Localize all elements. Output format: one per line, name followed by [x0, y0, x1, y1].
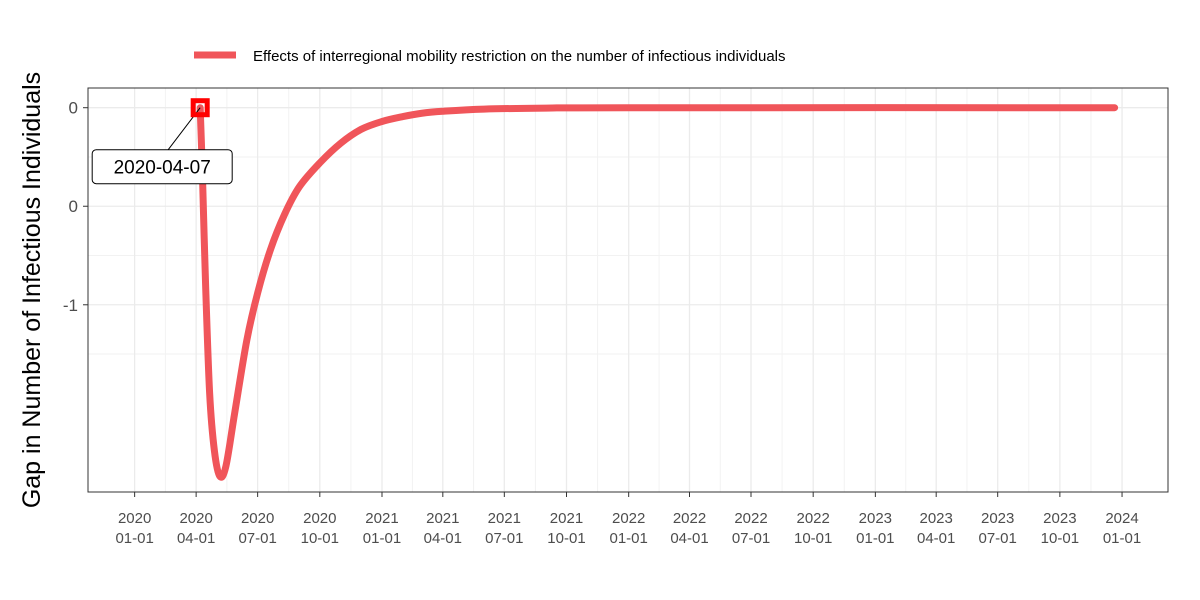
x-tick-label-date: 10-01 — [1041, 530, 1079, 547]
series-line — [196, 104, 1119, 481]
y-tick-label: 0 — [69, 99, 78, 118]
x-axis: 2020 01-01 2020 04-01 2020 07-01 2020 10-01 2021… — [115, 492, 1141, 547]
x-tick-label-year: 2023 — [981, 510, 1014, 527]
annotation: 2020-04-07 — [91, 98, 233, 185]
x-tick-label-date: 10-01 — [794, 530, 832, 547]
legend: Effects of interregional mobility restri… — [194, 48, 786, 65]
x-tick-label-year: 2023 — [1043, 510, 1076, 527]
x-tick-label-date: 07-01 — [485, 530, 523, 547]
x-tick-label-date: 07-01 — [238, 530, 276, 547]
x-tick-label-year: 2021 — [426, 510, 459, 527]
annotation-label-box — [91, 149, 233, 185]
x-tick-label-date: 04-01 — [670, 530, 708, 547]
x-tick-label-year: 2020 — [303, 510, 336, 527]
x-tick-label-year: 2022 — [796, 510, 829, 527]
x-tick-label-date: 07-01 — [732, 530, 770, 547]
x-tick-label-date: 01-01 — [1103, 530, 1141, 547]
grid — [88, 88, 1168, 492]
x-tick-label-year: 2021 — [550, 510, 583, 527]
x-tick-label-date: 07-01 — [978, 530, 1016, 547]
x-tick-label-date: 04-01 — [177, 530, 215, 547]
x-tick-label-date: 01-01 — [856, 530, 894, 547]
legend-entry: Effects of interregional mobility restri… — [253, 48, 786, 65]
x-tick-label-year: 2020 — [241, 510, 274, 527]
x-tick-label-year: 2024 — [1105, 510, 1138, 527]
x-tick-label-date: 10-01 — [547, 530, 585, 547]
y-tick-label: 0 — [69, 197, 78, 216]
plot-panel-border — [87, 87, 1169, 493]
x-tick-label-date: 01-01 — [115, 530, 153, 547]
x-tick-label-year: 2021 — [488, 510, 521, 527]
x-tick-label-year: 2021 — [365, 510, 398, 527]
x-tick-label-date: 01-01 — [363, 530, 401, 547]
x-tick-label-year: 2023 — [859, 510, 892, 527]
x-tick-label-year: 2022 — [673, 510, 706, 527]
annotation-label: 2020-04-07 — [114, 158, 211, 179]
y-axis-label: Gap in Number of Infectious Individuals — [18, 72, 46, 508]
x-tick-label-year: 2023 — [919, 510, 952, 527]
x-tick-label-date: 01-01 — [609, 530, 647, 547]
x-tick-label-date: 04-01 — [424, 530, 462, 547]
x-tick-label-year: 2022 — [612, 510, 645, 527]
x-tick-label-year: 2022 — [734, 510, 767, 527]
x-tick-label-year: 2020 — [179, 510, 212, 527]
x-tick-label-year: 2020 — [118, 510, 151, 527]
annotation-marker — [190, 98, 210, 118]
y-axis: 0 0 -1 — [63, 99, 88, 315]
x-tick-label-date: 10-01 — [301, 530, 339, 547]
x-tick-label-date: 04-01 — [917, 530, 955, 547]
y-tick-label: -1 — [63, 296, 78, 315]
